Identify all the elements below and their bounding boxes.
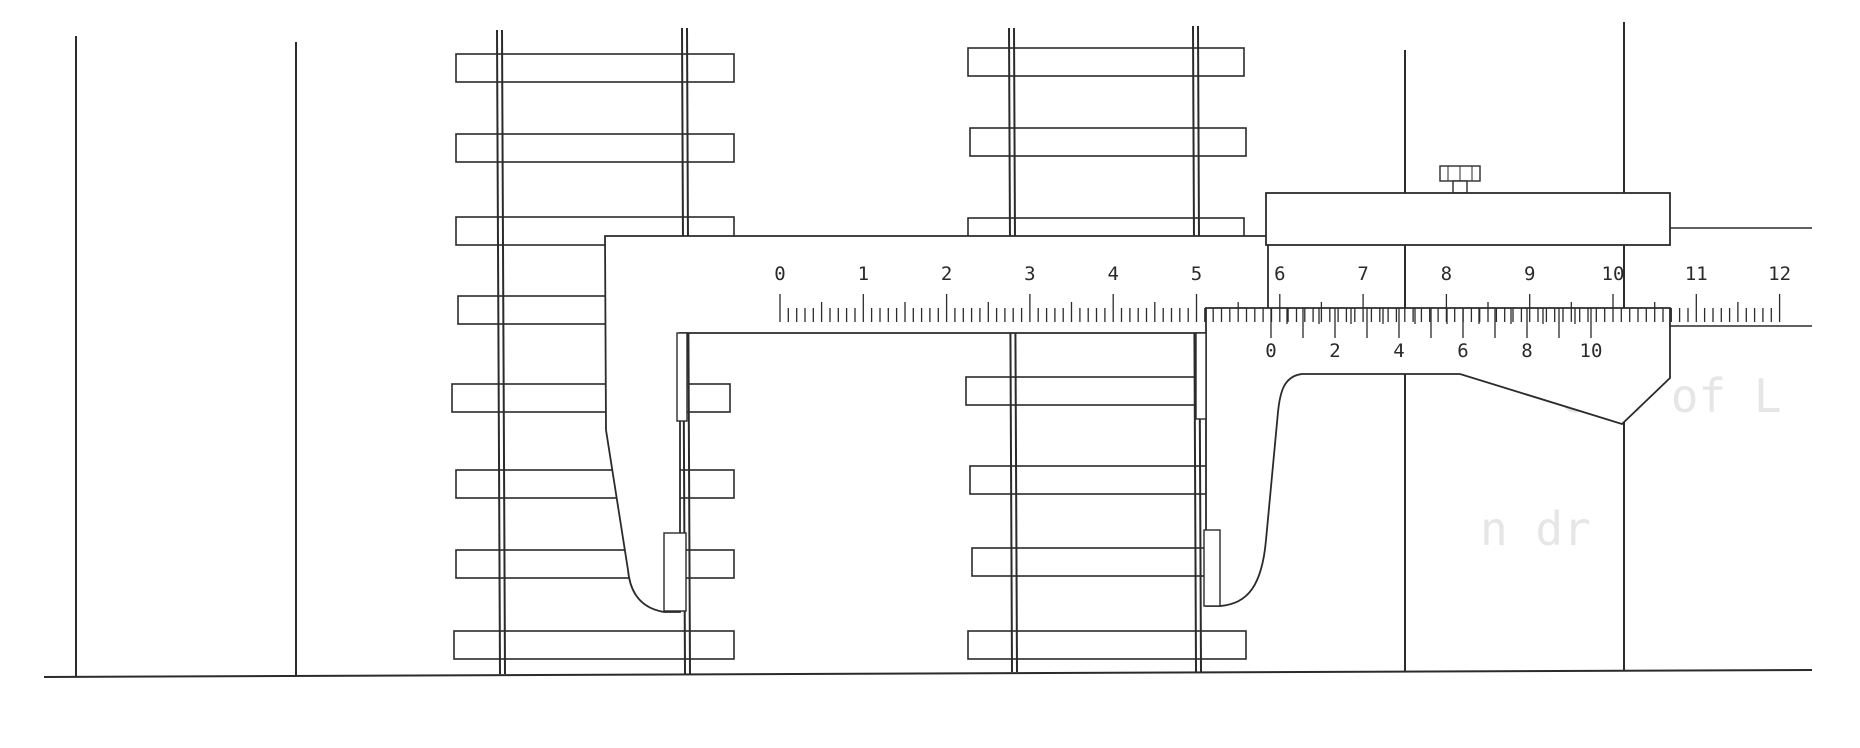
vernier-scale-label: 2	[1329, 340, 1340, 362]
left-rail-2b	[686, 27, 691, 675]
slider-top-block	[1265, 192, 1671, 246]
left-tie-8	[453, 630, 735, 660]
vernier-scale-label: 6	[1457, 340, 1468, 362]
beam-extension	[1670, 227, 1812, 327]
vernier-scale-labels: 0 2 4 6 8 10	[1265, 340, 1602, 362]
vernier-caliper: 0 1 2 3 4 5 6 7 8 9 10 11 12 0 2 4 6 8 10	[604, 165, 1812, 613]
main-scale-label: 12	[1768, 263, 1791, 285]
vernier-scale-label: 10	[1580, 340, 1603, 362]
main-scale-label: 9	[1524, 263, 1535, 285]
left-rail-1a	[496, 29, 501, 675]
fixed-jaw-marker-lower	[663, 532, 687, 612]
main-scale-ticks	[779, 294, 1781, 322]
right-rail-1b	[1013, 27, 1018, 673]
left-rail-1b	[501, 29, 506, 675]
main-scale-label: 6	[1274, 263, 1285, 285]
right-rail-2a	[1192, 25, 1197, 673]
vernier-scale-label: 4	[1393, 340, 1404, 362]
vernier-scale-label: 8	[1521, 340, 1532, 362]
main-scale-label: 4	[1107, 263, 1118, 285]
ground-line	[43, 669, 1813, 678]
right-tie-7	[967, 630, 1247, 660]
vernier-scale-label: 0	[1265, 340, 1276, 362]
right-track-rails	[1008, 25, 1202, 673]
main-scale-label: 3	[1024, 263, 1035, 285]
main-scale-label: 7	[1357, 263, 1368, 285]
vernier-scale-ticks	[1270, 308, 1592, 338]
main-scale-label: 10	[1602, 263, 1625, 285]
fixed-jaw-marker-upper	[676, 332, 688, 422]
main-scale-label: 1	[858, 263, 869, 285]
right-tie-2	[969, 127, 1247, 157]
main-scale-label: 8	[1441, 263, 1452, 285]
left-track-ties	[451, 53, 735, 660]
left-tie-7	[455, 549, 735, 579]
main-scale-label: 2	[941, 263, 952, 285]
main-scale-label: 11	[1685, 263, 1708, 285]
left-tie-6	[455, 469, 735, 499]
main-scale-label: 0	[774, 263, 785, 285]
show-through-text-2: n dr	[1480, 502, 1591, 556]
right-rail-1a	[1008, 27, 1013, 673]
main-scale-labels: 0 1 2 3 4 5 6 7 8 9 10 11 12	[774, 263, 1791, 285]
moving-jaw-marker-upper	[1195, 332, 1207, 420]
slider-movable-jaw	[1205, 307, 1671, 607]
main-scale-label: 5	[1191, 263, 1202, 285]
moving-jaw-marker-lower	[1203, 529, 1221, 607]
locking-screw-stem	[1452, 180, 1468, 194]
